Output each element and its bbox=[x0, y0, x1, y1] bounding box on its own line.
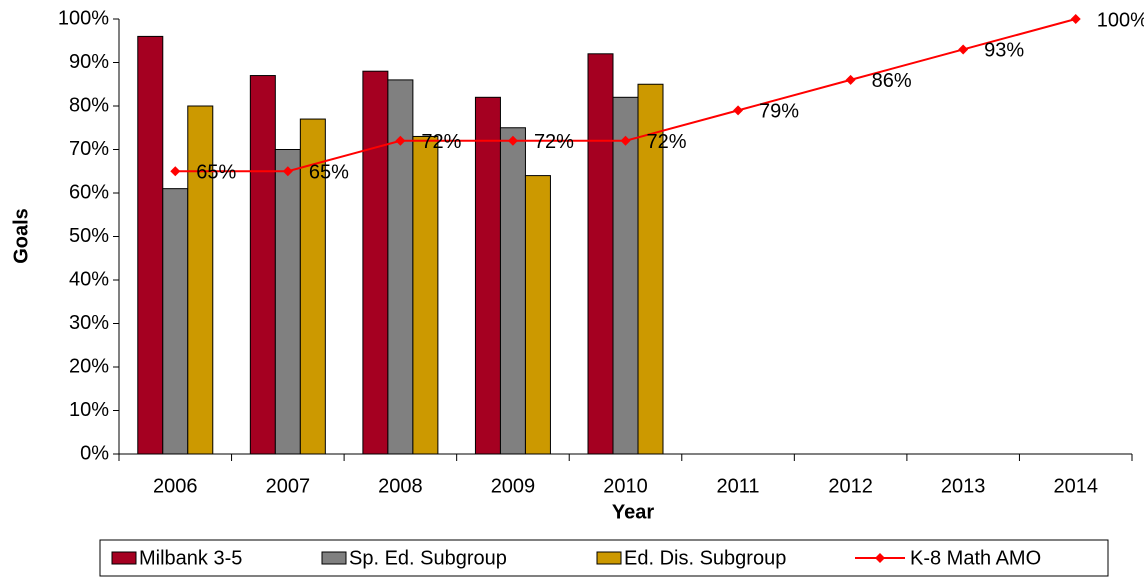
bar bbox=[587, 53, 614, 455]
y-tick-label: 10% bbox=[69, 399, 109, 421]
bar bbox=[162, 188, 189, 455]
line-marker bbox=[845, 74, 856, 85]
x-tick-label: 2009 bbox=[491, 475, 536, 497]
x-tick-label: 2010 bbox=[603, 475, 648, 497]
y-tick-label: 90% bbox=[69, 51, 109, 73]
bar bbox=[249, 75, 276, 455]
y-tick-label: 100% bbox=[58, 7, 109, 29]
bar bbox=[299, 118, 326, 455]
x-tick-label: 2008 bbox=[378, 475, 423, 497]
y-axis-title: Goals bbox=[10, 208, 32, 264]
line-marker bbox=[395, 135, 406, 146]
bar bbox=[412, 135, 439, 455]
x-tick-label: 2011 bbox=[717, 475, 760, 497]
data-label: 65% bbox=[309, 162, 349, 184]
x-tick-label: 2014 bbox=[1053, 475, 1098, 497]
x-tick-label: 2007 bbox=[266, 475, 311, 497]
data-label: 72% bbox=[534, 131, 574, 153]
bar bbox=[274, 149, 301, 455]
legend-label: K-8 Math AMO bbox=[910, 547, 1041, 569]
y-tick-label: 0% bbox=[80, 442, 109, 464]
y-tick-label: 60% bbox=[69, 181, 109, 203]
line-marker bbox=[958, 44, 969, 55]
line-marker bbox=[1070, 14, 1081, 24]
bar bbox=[362, 70, 389, 455]
bar bbox=[637, 83, 664, 455]
line-marker bbox=[170, 166, 181, 177]
y-tick-label: 50% bbox=[69, 225, 109, 247]
x-tick-label: 2006 bbox=[153, 475, 198, 497]
line-marker bbox=[620, 135, 631, 146]
legend-label: Ed. Dis. Subgroup bbox=[624, 547, 786, 569]
bar bbox=[474, 96, 501, 455]
legend-swatch bbox=[321, 551, 347, 565]
y-tick-label: 40% bbox=[69, 268, 109, 290]
bar bbox=[187, 105, 214, 455]
data-label: 65% bbox=[196, 162, 236, 184]
x-tick-label: 2013 bbox=[941, 475, 986, 497]
legend-swatch bbox=[596, 551, 622, 565]
x-tick-label: 2012 bbox=[828, 475, 873, 497]
x-axis-title: Year bbox=[612, 501, 654, 523]
data-label: 79% bbox=[759, 101, 799, 123]
line-marker bbox=[733, 105, 744, 116]
line-marker bbox=[282, 166, 293, 177]
bar bbox=[137, 35, 164, 455]
data-label: 72% bbox=[421, 131, 461, 153]
data-label: 100% bbox=[1097, 9, 1144, 31]
data-label: 86% bbox=[872, 70, 912, 92]
data-label: 93% bbox=[984, 40, 1024, 62]
line-marker bbox=[507, 135, 518, 146]
y-tick-label: 70% bbox=[69, 138, 109, 160]
legend-label: Sp. Ed. Subgroup bbox=[349, 547, 507, 569]
data-label: 72% bbox=[647, 131, 687, 153]
y-tick-label: 30% bbox=[69, 312, 109, 334]
legend-marker bbox=[875, 553, 885, 563]
bar bbox=[612, 96, 639, 455]
legend-swatch bbox=[111, 551, 137, 565]
y-tick-label: 80% bbox=[69, 94, 109, 116]
bar bbox=[524, 175, 551, 455]
legend-label: Milbank 3-5 bbox=[139, 547, 242, 569]
bar bbox=[499, 127, 526, 455]
y-tick-label: 20% bbox=[69, 355, 109, 377]
